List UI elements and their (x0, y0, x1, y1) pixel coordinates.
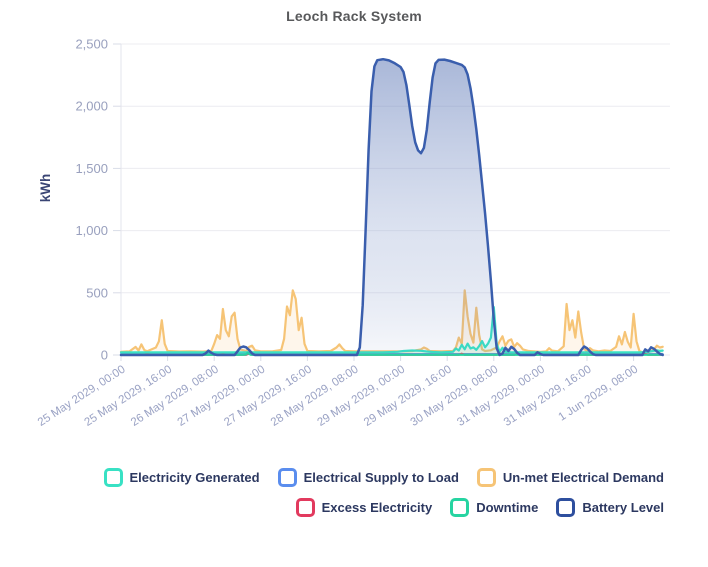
legend-label: Excess Electricity (321, 500, 433, 515)
legend-item-excess-electricity[interactable]: Excess Electricity (295, 498, 433, 517)
legend-item-un-met-electrical-demand[interactable]: Un-met Electrical Demand (476, 468, 664, 487)
legend-marker-electrical-supply-to-load (277, 468, 297, 487)
legend-label: Downtime (476, 500, 539, 515)
legend-label: Battery Level (582, 500, 664, 515)
legend-marker-excess-electricity (295, 498, 315, 517)
x-tick-label: 31 May 2029, 16:00 (502, 363, 594, 428)
chart-title: Leoch Rack System (286, 8, 422, 24)
legend-item-electricity-generated[interactable]: Electricity Generated (103, 468, 260, 487)
legend-label: Electricity Generated (129, 470, 260, 485)
y-tick-label: 1,000 (75, 223, 108, 238)
legend-marker-un-met-electrical-demand (476, 468, 496, 487)
series-battery-level-line (119, 57, 664, 357)
chart-legend: Electricity Generated Electrical Supply t… (86, 468, 664, 517)
y-tick-label: 2,000 (75, 99, 108, 114)
chart-plot-area: 0 500 1,000 1,500 2,000 2,500 25 May 2029, 00:… (36, 37, 670, 429)
legend-item-electrical-supply-to-load[interactable]: Electrical Supply to Load (277, 468, 459, 487)
series-battery-level (119, 57, 664, 357)
y-tick-label: 2,500 (75, 37, 108, 52)
legend-marker-electricity-generated (103, 468, 123, 487)
y-tick-label: 0 (101, 348, 108, 363)
y-tick-label: 500 (86, 285, 108, 300)
legend-item-downtime[interactable]: Downtime (450, 498, 538, 517)
series-battery-level-area (121, 59, 663, 355)
legend-marker-battery-level (556, 498, 576, 517)
legend-label: Electrical Supply to Load (303, 470, 459, 485)
legend-item-battery-level[interactable]: Battery Level (556, 498, 664, 517)
legend-marker-downtime (450, 498, 470, 517)
legend-label: Un-met Electrical Demand (502, 470, 664, 485)
x-tick-label: 1 Jun 2029, 08:00 (556, 363, 640, 423)
y-tick-label: 1,500 (75, 161, 108, 176)
